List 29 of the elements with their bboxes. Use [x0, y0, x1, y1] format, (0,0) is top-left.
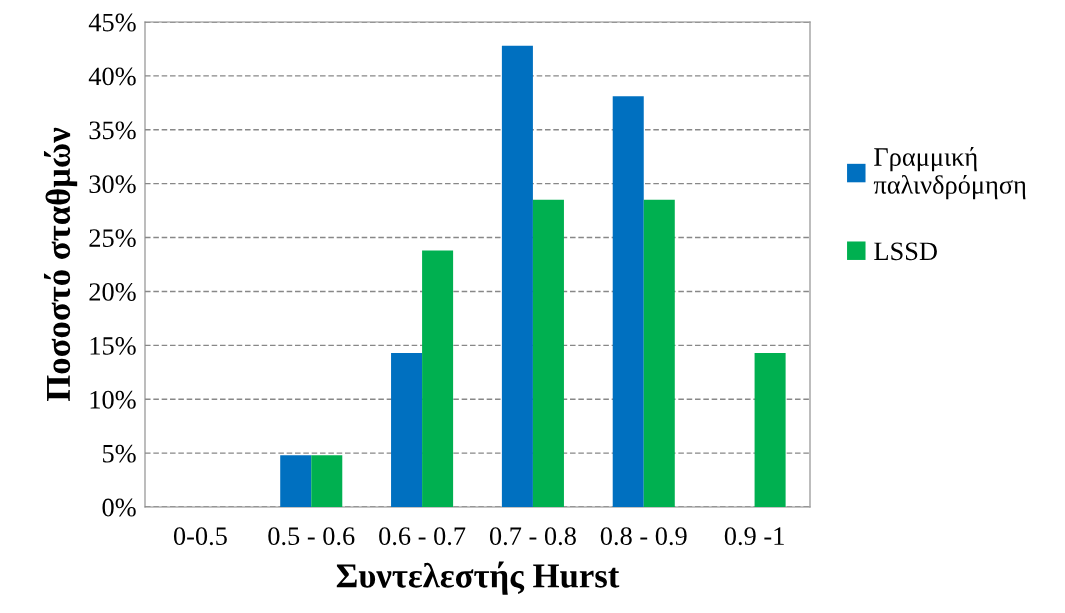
bar [422, 250, 454, 507]
bar [612, 96, 644, 507]
y-tick-label: 10% [90, 390, 136, 409]
bar [501, 45, 533, 507]
bar [280, 455, 312, 507]
bar [391, 352, 423, 507]
y-tick-label: 45% [88, 13, 136, 32]
bar [532, 199, 564, 507]
x-tick-label: 0.7 - 0.8 [489, 527, 576, 546]
x-tick-label: 0-0.5 [173, 527, 227, 546]
y-tick-label: 35% [89, 121, 136, 140]
bar [754, 352, 786, 507]
y-tick-label: 15% [90, 336, 136, 355]
y-tick-label: 40% [88, 67, 136, 86]
bar [643, 199, 675, 507]
x-tick-label: 0.6 - 0.7 [379, 527, 466, 546]
x-axis-title: Συντελεστής Hurst [336, 561, 620, 595]
y-tick-label: 30% [89, 175, 136, 194]
x-tick-label: 0.9 -1 [724, 527, 784, 546]
bar [311, 455, 343, 507]
y-tick-label: 20% [89, 283, 136, 301]
legend-label: Γραμμική παλινδρόμηση [873, 147, 1026, 200]
y-axis-title: Ποσοστό σταθμών [43, 127, 78, 402]
y-tick-label: 25% [89, 229, 136, 248]
y-tick-label: 0% [102, 498, 136, 517]
x-tick-label: 0.5 - 0.6 [268, 527, 355, 546]
y-tick-label: 5% [103, 444, 136, 463]
legend-label: LSSD [874, 242, 937, 261]
x-tick-label: 0.8 - 0.9 [600, 527, 687, 546]
